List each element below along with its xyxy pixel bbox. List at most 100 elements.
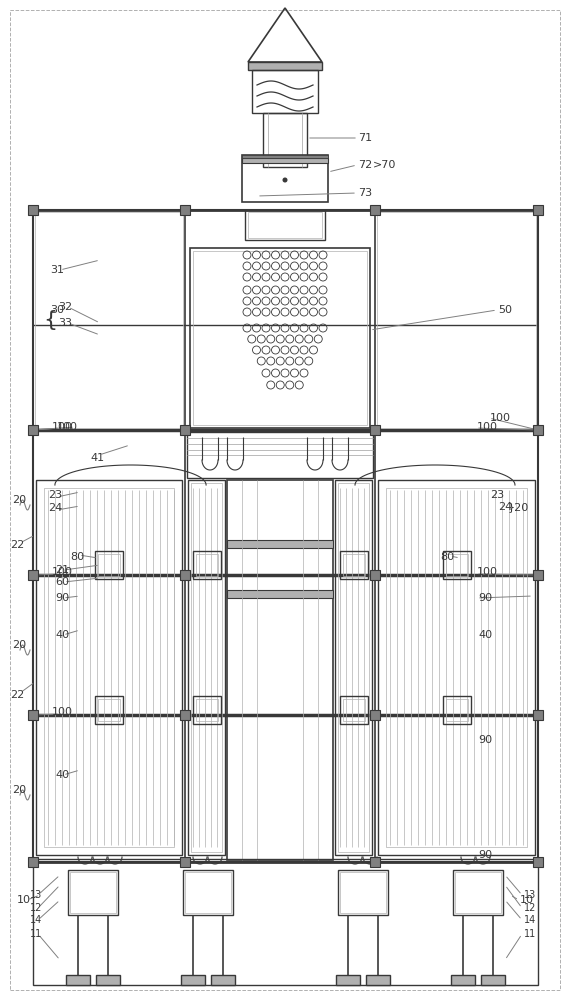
Bar: [180, 710, 190, 720]
Bar: [263, 113, 307, 167]
Bar: [242, 158, 328, 163]
Bar: [180, 425, 190, 435]
Bar: [343, 554, 364, 576]
Bar: [181, 975, 205, 985]
Text: 14: 14: [30, 915, 42, 925]
Bar: [95, 696, 123, 724]
Bar: [98, 699, 120, 721]
Bar: [336, 975, 360, 985]
Text: 73: 73: [358, 188, 372, 198]
Text: 90: 90: [478, 735, 492, 745]
Text: 11: 11: [30, 929, 42, 939]
Bar: [252, 70, 318, 113]
Bar: [242, 155, 328, 158]
Bar: [180, 570, 190, 580]
Bar: [28, 425, 38, 435]
Text: 13: 13: [524, 890, 536, 900]
Bar: [28, 570, 38, 580]
Bar: [248, 62, 322, 70]
Bar: [445, 699, 468, 721]
Bar: [227, 480, 333, 860]
Text: 12: 12: [30, 903, 42, 913]
Bar: [35, 212, 183, 428]
Bar: [377, 212, 536, 428]
Text: 24: 24: [48, 503, 62, 513]
Text: 71: 71: [358, 133, 372, 143]
Text: 20: 20: [12, 785, 26, 795]
Bar: [227, 590, 333, 598]
Bar: [187, 432, 373, 478]
Bar: [211, 975, 235, 985]
Bar: [343, 699, 364, 721]
Text: 12: 12: [524, 903, 536, 913]
Text: 21: 21: [55, 565, 69, 575]
Bar: [443, 696, 471, 724]
Bar: [195, 699, 218, 721]
Text: 80: 80: [70, 552, 84, 562]
Bar: [185, 872, 231, 913]
Bar: [242, 155, 328, 202]
Text: 22: 22: [10, 540, 24, 550]
Bar: [533, 205, 543, 215]
Bar: [33, 210, 538, 862]
Bar: [340, 551, 368, 579]
Bar: [44, 488, 174, 847]
Bar: [33, 859, 538, 985]
Text: {: {: [43, 310, 57, 330]
Text: 40: 40: [55, 630, 69, 640]
Text: 32: 32: [58, 302, 72, 312]
Text: 90: 90: [478, 593, 492, 603]
Bar: [28, 857, 38, 867]
Bar: [183, 870, 233, 915]
Bar: [28, 710, 38, 720]
Bar: [533, 425, 543, 435]
Bar: [193, 251, 367, 425]
Bar: [36, 480, 182, 855]
Bar: [190, 248, 370, 428]
Bar: [338, 483, 369, 852]
Text: 40: 40: [55, 770, 69, 780]
Text: 23: 23: [490, 490, 504, 500]
Bar: [95, 551, 123, 579]
Bar: [453, 870, 503, 915]
Text: 24: 24: [498, 502, 512, 512]
Text: 72: 72: [358, 160, 372, 170]
Text: 13: 13: [30, 890, 42, 900]
Bar: [66, 975, 90, 985]
Text: 33: 33: [58, 318, 72, 328]
Bar: [370, 710, 380, 720]
Text: 100: 100: [52, 422, 73, 432]
Bar: [98, 554, 120, 576]
Text: 100: 100: [52, 567, 73, 577]
Text: 30: 30: [50, 305, 64, 315]
Bar: [191, 483, 222, 852]
Bar: [443, 551, 471, 579]
Bar: [481, 975, 505, 985]
Bar: [180, 205, 190, 215]
Text: 22: 22: [10, 690, 24, 700]
Bar: [96, 975, 120, 985]
Bar: [245, 210, 325, 240]
Text: 40: 40: [478, 630, 492, 640]
Text: 90: 90: [478, 850, 492, 860]
Text: 80: 80: [440, 552, 454, 562]
Bar: [370, 205, 380, 215]
Text: 20: 20: [12, 640, 26, 650]
Text: 23: 23: [48, 490, 62, 500]
Bar: [386, 488, 527, 847]
Text: 100: 100: [57, 422, 78, 432]
Text: 100: 100: [52, 707, 73, 717]
Bar: [248, 212, 322, 238]
Text: 100: 100: [490, 413, 511, 423]
Text: 31: 31: [50, 265, 64, 275]
Bar: [533, 857, 543, 867]
Bar: [340, 872, 386, 913]
Text: 20: 20: [12, 495, 26, 505]
Bar: [192, 696, 220, 724]
Bar: [445, 554, 468, 576]
Bar: [28, 205, 38, 215]
Text: 90: 90: [55, 593, 69, 603]
Text: 100: 100: [477, 567, 498, 577]
Bar: [335, 480, 372, 855]
Text: 14: 14: [524, 915, 536, 925]
